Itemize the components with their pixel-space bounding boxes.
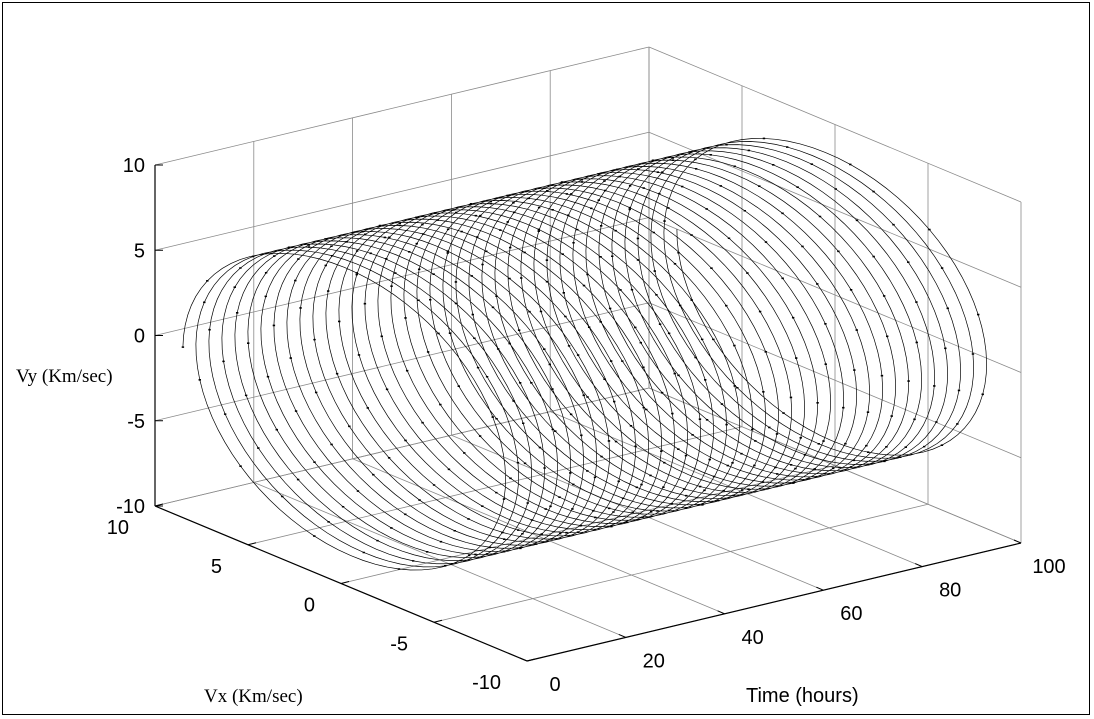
x-tick-label: 100 [1032,556,1065,578]
back-wall-grid-line [154,217,650,336]
y-tick [526,658,536,662]
back-wall-grid-line [154,302,650,422]
z-tick-label: 5 [134,240,145,262]
x-tick [816,586,824,591]
back-wall-grid-line [154,387,650,507]
z-tick-label: 0 [134,326,145,348]
z-tick-label: -5 [127,411,145,433]
y-tick-label: 0 [304,595,315,617]
z-tick-label: 10 [123,155,145,177]
x-tick-label: 20 [643,650,665,672]
x-tick-label: 40 [741,627,763,649]
x-tick-label: 60 [840,603,862,625]
orbit-markers [181,137,984,570]
y-tick-label: -5 [390,633,408,655]
z-tick-label: -10 [116,496,145,518]
z-axis-label: Vy (Km/sec) [16,366,113,387]
back-wall-grid-line [154,131,650,251]
y-tick [433,619,443,623]
floor-grid-line [247,426,743,546]
x-tick [1013,539,1022,544]
x-tick [915,563,923,568]
y-tick-label: 10 [107,517,129,539]
x-tick [519,657,528,662]
x-axis-label: Time (hours) [746,685,859,707]
chart-axes [154,164,1022,662]
y-tick-label: -10 [472,672,501,694]
floor-grid-line [433,503,929,623]
side-wall-grid-line [648,46,1022,203]
x-tick-label: 0 [549,674,560,696]
x-axis-line [526,542,1022,662]
x-tick [618,633,626,638]
orbit-line [182,138,987,571]
back-wall-grid-line [154,46,650,166]
side-wall-grid-line [648,387,1022,544]
y-tick [340,581,350,584]
y-axis-label: Vx (Km/sec) [204,686,303,707]
y-tick [247,542,257,546]
side-wall-grid-line [648,217,1022,373]
chart-series-orbit-curve [181,137,987,571]
x-tick-label: 80 [939,580,961,602]
x-tick [717,610,725,615]
side-wall-grid-line [648,131,1022,288]
y-tick-label: 5 [211,556,222,578]
